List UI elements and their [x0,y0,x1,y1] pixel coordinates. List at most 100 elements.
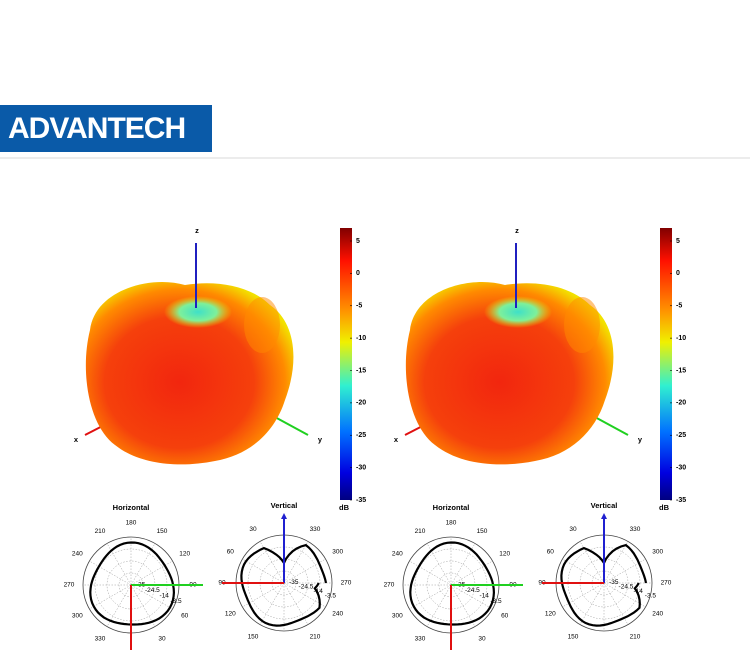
polar-angle-label: 180 [446,520,457,527]
colorbar-tick-label: -5 [356,303,362,310]
colorbar-tick-label: -15 [356,367,366,374]
polar-angle-label: 300 [652,549,663,556]
polar-angle-label: 210 [95,528,106,535]
colorbar-tick-label: -35 [676,497,686,504]
colorbar-tick-label: 0 [676,270,680,277]
polar-spoke [603,541,629,584]
pattern-curve [409,541,496,626]
polar-spoke [426,543,452,586]
polar-angle-label: 150 [248,633,259,640]
pattern-null [484,296,552,328]
polar-angle-label: 210 [415,528,426,535]
polar-angle-label: 120 [225,611,236,618]
axis-z-arrow [281,513,287,519]
colorbar [340,228,352,500]
polar-angle-label: 60 [181,613,189,620]
pattern-curve [89,541,176,626]
polar-angle-label: 120 [179,551,190,558]
polar-angle-label: 150 [157,528,168,535]
polar-spoke [450,584,476,627]
colorbar-tick-label: -20 [356,400,366,407]
polar-spoke [562,558,605,584]
polar-angle-label: 120 [499,551,510,558]
polar-spoke [283,541,309,584]
polar-ring-label: -24.5 [145,587,160,594]
polar-ring-label: -3.5 [170,598,182,605]
polar-spoke [579,582,605,625]
colorbar [660,228,672,500]
pattern-null [164,296,232,328]
polar-angle-label: 330 [630,526,641,533]
pattern-lobe [564,297,600,353]
colorbar-tick-label: -30 [356,464,366,471]
colorbar-tick-label: -15 [676,367,686,374]
polar-angle-label: 150 [568,633,579,640]
polar-angle-label: 60 [501,613,509,620]
polar-angle-label: 270 [661,580,672,587]
polar-angle-label: 210 [630,633,641,640]
polar-angle-label: 30 [478,635,486,642]
polar-angle-label: 120 [545,611,556,618]
colorbar-tick-label: 5 [676,238,680,245]
polar-spoke [283,582,326,608]
polar-angle-label: 30 [569,526,577,533]
pattern-lobe [244,297,280,353]
polar-angle-label: 180 [126,520,137,527]
polar-ring-label: -14 [313,588,323,595]
pattern-panel: z x y 5 0 -5 -10 -15 -20 -25 -30 -35 dB Horizontal 180… [384,226,686,650]
axis-label-z: z [515,226,519,235]
polar-ring-label: -14 [159,592,169,599]
colorbar-tick-label: -30 [676,464,686,471]
polar-angle-label: 330 [95,635,106,642]
polar-angle-label: 330 [310,526,321,533]
colorbar-tick-label: 5 [356,238,360,245]
polar-ring-label: -24.5 [299,584,314,591]
polar-angle-label: 150 [477,528,488,535]
polar-ring-label: -35 [289,579,299,586]
polar-angle-label: 210 [310,633,321,640]
polar-spoke [242,558,285,584]
axis-label-x: x [394,435,399,444]
polar-title: Vertical [271,501,298,510]
axis-label-y: y [638,435,643,444]
pattern-panel: z x y 5 0 -5 -10 -15 -20 -25 -30 -35 dB Horizontal 180… [64,226,366,650]
polar-ring-label: -35 [609,579,619,586]
polar-angle-label: 60 [547,549,555,556]
axis-label-z: z [195,226,199,235]
colorbar-tick-label: -10 [676,335,686,342]
polar-ring-label: -3.5 [325,592,337,599]
polar-spoke [89,584,132,610]
polar-ring-label: -14 [633,588,643,595]
colorbar-unit: dB [339,503,350,512]
polar-angle-label: 270 [384,582,395,589]
polar-spoke [106,543,132,586]
axis-z-arrow [601,513,607,519]
polar-angle-label: 270 [64,582,75,589]
polar-angle-label: 300 [392,613,403,620]
axis-label-y: y [318,435,323,444]
polar-angle-label: 300 [332,549,343,556]
colorbar-tick-label: -35 [356,497,366,504]
polar-spoke [130,584,156,627]
polar-angle-label: 270 [341,580,352,587]
polar-angle-label: 240 [392,551,403,558]
polar-ring-label: -14 [479,592,489,599]
polar-angle-label: 240 [72,551,83,558]
polar-title: Vertical [591,501,618,510]
polar-title: Horizontal [113,503,150,512]
polar-spoke [409,584,452,610]
polar-angle-label: 30 [249,526,257,533]
polar-spoke [130,584,173,610]
colorbar-tick-label: -25 [676,432,686,439]
polar-spoke [259,582,285,625]
polar-title: Horizontal [433,503,470,512]
radiation-pattern-3d [85,282,294,465]
polar-ring-label: -24.5 [619,584,634,591]
polar-angle-label: 240 [652,611,663,618]
polar-ring-label: -3.5 [645,592,657,599]
polar-angle-label: 30 [158,635,166,642]
colorbar-tick-label: -20 [676,400,686,407]
polar-spoke [426,584,452,627]
colorbar-tick-label: 0 [356,270,360,277]
